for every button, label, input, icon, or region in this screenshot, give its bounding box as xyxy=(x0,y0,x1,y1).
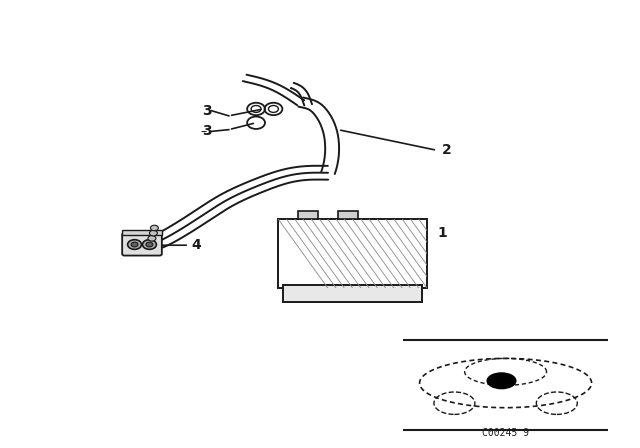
Circle shape xyxy=(127,240,141,250)
Text: 1: 1 xyxy=(437,226,447,240)
FancyBboxPatch shape xyxy=(122,230,162,235)
Bar xyxy=(338,211,358,220)
Text: –: – xyxy=(200,125,207,138)
Circle shape xyxy=(143,240,156,250)
Circle shape xyxy=(148,236,156,241)
Text: 4: 4 xyxy=(191,238,202,252)
Circle shape xyxy=(150,230,157,236)
FancyBboxPatch shape xyxy=(284,285,422,302)
Bar xyxy=(278,220,428,289)
Text: 3: 3 xyxy=(202,125,211,138)
Text: 3: 3 xyxy=(202,103,211,118)
Text: 2: 2 xyxy=(442,143,452,157)
Circle shape xyxy=(487,373,516,388)
FancyBboxPatch shape xyxy=(122,233,162,255)
Circle shape xyxy=(146,242,153,247)
Bar xyxy=(298,211,318,220)
Circle shape xyxy=(131,242,138,247)
Circle shape xyxy=(150,225,158,231)
Text: C00245 9: C00245 9 xyxy=(482,428,529,438)
